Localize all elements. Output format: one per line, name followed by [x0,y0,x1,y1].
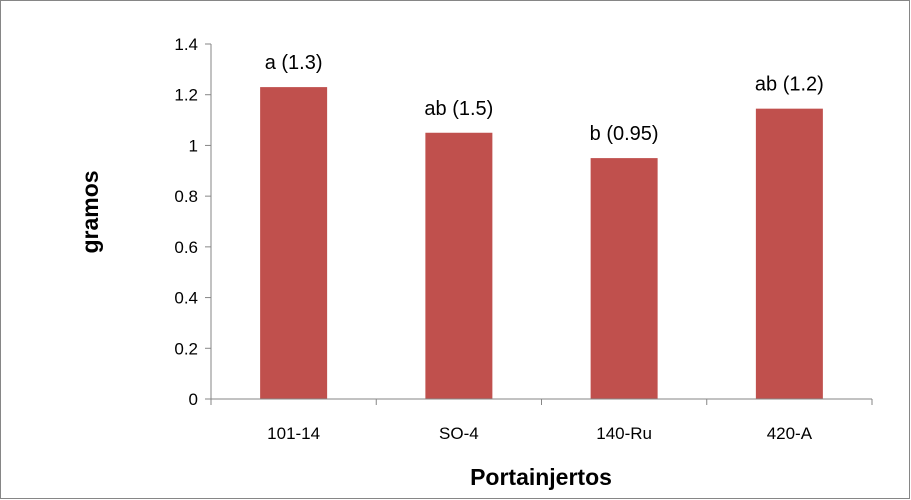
bar-420-a [755,108,823,400]
data-label: b (0.95) [590,123,659,145]
bar-so-4 [425,132,493,399]
bars [260,87,823,400]
y-tick-label: 0.6 [174,238,198,257]
data-labels: a (1.3) ab (1.5) b (0.95) ab (1.2) [265,52,824,145]
y-tick-label: 1.4 [174,35,198,54]
x-tick-label: SO-4 [439,424,479,443]
x-ticks: 101-14 SO-4 140-Ru 420-A [210,399,873,443]
x-tick-label: 101-14 [267,424,320,443]
data-label: ab (1.2) [755,74,824,96]
y-tick-label: 0 [189,390,198,409]
x-tick-label: 140-Ru [596,424,652,443]
y-tick-label: 1.2 [174,86,198,105]
y-tick-label: 0.8 [174,187,198,206]
bar-101-14 [260,87,328,399]
x-tick-label: 420-A [767,424,813,443]
data-label: ab (1.5) [424,98,493,120]
y-axis-title: gramos [77,170,103,253]
y-ticks: 0 0.2 0.4 0.6 0.8 1 1.2 1.4 [174,35,211,409]
y-tick-label: 0.2 [174,339,198,358]
data-label: a (1.3) [265,52,323,74]
y-tick-label: 0.4 [174,289,198,308]
bar-140-ru [590,158,658,399]
y-tick-label: 1 [189,136,198,155]
x-axis-title: Portainjertos [470,464,612,490]
